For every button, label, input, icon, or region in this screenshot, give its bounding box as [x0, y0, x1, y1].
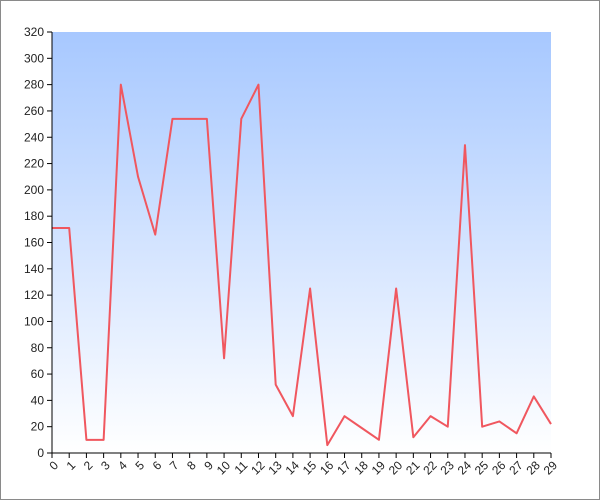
y-tick-label: 120 — [24, 288, 44, 302]
y-tick-label: 180 — [24, 209, 44, 223]
plot-area — [52, 32, 551, 453]
y-tick-label: 40 — [31, 393, 45, 407]
x-tick-label: 9 — [201, 458, 216, 473]
x-tick-label: 2 — [81, 458, 96, 473]
x-tick-label: 8 — [184, 458, 199, 473]
y-tick-label: 200 — [24, 183, 44, 197]
y-tick-label: 100 — [24, 314, 44, 328]
x-tick-label: 1 — [64, 458, 79, 473]
y-tick-label: 300 — [24, 51, 44, 65]
x-tick-label: 5 — [132, 458, 147, 473]
y-tick-label: 280 — [24, 78, 44, 92]
y-tick-label: 260 — [24, 104, 44, 118]
y-axis-ticks: 0 20 40 60 80 100 120 140 160 180 200 220 240 260 280 3… — [24, 25, 52, 460]
x-tick-label: 3 — [98, 458, 113, 473]
series-layer — [52, 83, 552, 447]
y-tick-label: 160 — [24, 236, 44, 250]
y-tick-label: 80 — [31, 341, 45, 355]
x-tick-label: 6 — [150, 458, 165, 473]
y-tick-label: 140 — [24, 262, 44, 276]
x-tick-label: 0 — [46, 458, 61, 473]
y-tick-label: 320 — [24, 25, 44, 39]
x-tick-label: 4 — [115, 458, 130, 473]
series-line — [52, 83, 552, 447]
y-tick-label: 20 — [31, 420, 45, 434]
x-tick-label: 10 — [214, 458, 234, 478]
y-tick-label: 240 — [24, 130, 44, 144]
x-axis-ticks: 0 1 2 3 4 5 6 7 8 9101112131415161718192021222324… — [46, 453, 560, 478]
y-tick-label: 0 — [37, 446, 44, 460]
axes — [51, 32, 551, 454]
x-tick-label: 7 — [167, 458, 182, 473]
y-tick-label: 220 — [24, 157, 44, 171]
x-tick-label: 29 — [541, 458, 561, 478]
y-tick-label: 60 — [31, 367, 45, 381]
